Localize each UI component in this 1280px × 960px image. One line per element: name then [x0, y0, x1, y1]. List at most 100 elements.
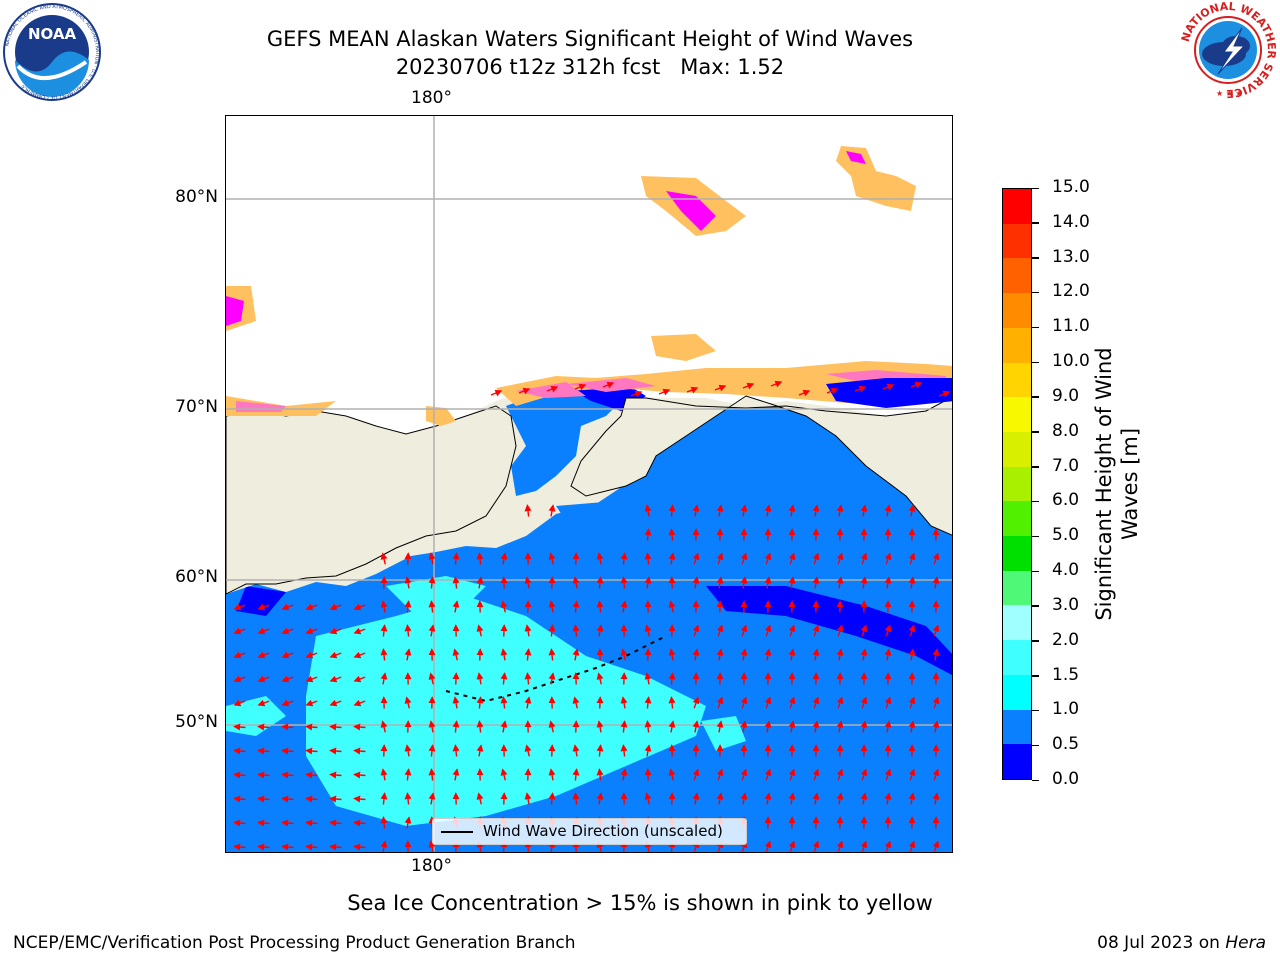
- wind-wave-arrow: [353, 675, 366, 683]
- wind-wave-arrow: [692, 648, 700, 661]
- wind-wave-arrow: [910, 381, 923, 389]
- wind-wave-arrow: [854, 385, 867, 393]
- wind-wave-arrow: [668, 552, 676, 565]
- wind-wave-arrow: [548, 504, 556, 517]
- wind-wave-arrow: [764, 840, 772, 852]
- wind-wave-arrow: [764, 552, 772, 565]
- wind-wave-arrow: [476, 672, 484, 685]
- wind-wave-arrow: [932, 696, 940, 709]
- wind-wave-arrow: [524, 792, 532, 805]
- wind-wave-arrow: [548, 552, 556, 565]
- wind-wave-arrow: [233, 627, 246, 635]
- wind-wave-arrow: [476, 552, 484, 565]
- map-canvas: [226, 116, 952, 852]
- wind-wave-arrow: [884, 768, 892, 781]
- wind-wave-arrow: [812, 696, 820, 709]
- wind-wave-arrow: [788, 576, 796, 589]
- wind-wave-arrow: [353, 627, 366, 635]
- wind-wave-arrow: [812, 576, 820, 589]
- wind-wave-arrow: [812, 840, 820, 852]
- wind-wave-arrow: [812, 720, 820, 733]
- wind-wave-arrow: [380, 720, 388, 733]
- wind-wave-arrow: [305, 843, 318, 851]
- wind-wave-arrow: [740, 792, 748, 805]
- wind-wave-arrow: [452, 600, 460, 613]
- wind-wave-arrow: [233, 843, 246, 851]
- colorbar-tick-mark: [1032, 744, 1039, 747]
- wind-wave-arrow: [452, 552, 460, 565]
- wind-wave-arrow: [812, 624, 820, 637]
- colorbar-tick-mark: [1032, 291, 1039, 294]
- colorbar-tick-mark: [1032, 570, 1039, 573]
- wind-wave-arrow: [884, 720, 892, 733]
- colorbar-cell: [1003, 605, 1031, 641]
- wind-wave-arrow: [644, 624, 652, 637]
- wind-wave-arrow: [908, 792, 916, 805]
- wind-wave-arrow: [716, 720, 724, 733]
- wind-wave-arrow: [305, 723, 318, 731]
- footer-credit: NCEP/EMC/Verification Post Processing Pr…: [13, 933, 576, 953]
- colorbar-tick-label: 0.5: [1052, 734, 1080, 755]
- wind-wave-arrow: [692, 720, 700, 733]
- wind-wave-arrow: [329, 771, 342, 779]
- wind-wave-arrows: [233, 380, 951, 852]
- wind-wave-arrow: [932, 624, 940, 637]
- wind-wave-arrow: [404, 576, 412, 589]
- colorbar-tick-label: 1.5: [1052, 664, 1080, 685]
- wind-wave-arrow: [596, 720, 604, 733]
- wind-wave-arrow: [764, 504, 772, 517]
- wind-wave-arrow: [716, 624, 724, 637]
- colorbar-cell: [1003, 362, 1031, 398]
- wind-wave-arrow: [884, 648, 892, 661]
- wind-wave-arrow: [281, 675, 294, 683]
- wind-wave-arrow: [860, 696, 868, 709]
- wind-wave-arrow: [668, 672, 676, 685]
- colorbar-tick-mark: [1032, 675, 1039, 677]
- wind-wave-arrow: [353, 723, 366, 731]
- colorbar-tick-label: 8.0: [1052, 420, 1080, 441]
- footer-host: Hera: [1225, 933, 1266, 953]
- wind-wave-arrow: [404, 648, 412, 661]
- wind-wave-arrow: [500, 648, 508, 661]
- colorbar-tick-mark: [1032, 187, 1039, 189]
- wind-wave-arrow: [500, 552, 508, 565]
- wind-wave-arrow: [233, 651, 246, 659]
- wind-wave-arrow: [428, 840, 436, 852]
- wind-wave-arrow: [476, 576, 484, 589]
- wind-wave-arrow: [305, 771, 318, 779]
- wind-wave-arrow: [500, 600, 508, 613]
- footer-date: 08 Jul 2023 on Hera: [1097, 933, 1266, 953]
- colorbar-tick-mark: [1032, 709, 1039, 712]
- wind-wave-arrow: [764, 576, 772, 589]
- wind-wave-arrow: [257, 603, 270, 611]
- wind-wave-arrow: [668, 696, 676, 709]
- colorbar-tick-mark: [1032, 466, 1039, 468]
- wind-wave-arrow: [500, 768, 508, 781]
- wind-wave-arrow: [329, 819, 342, 827]
- wind-wave-arrow: [596, 552, 604, 565]
- wind-wave-arrow: [524, 504, 532, 517]
- wind-wave-arrow: [836, 768, 844, 781]
- wind-wave-arrow: [740, 624, 748, 637]
- wind-wave-arrow: [574, 383, 587, 391]
- wind-wave-arrow: [233, 747, 246, 755]
- wind-wave-arrow: [380, 816, 388, 829]
- wind-wave-arrow: [490, 389, 503, 397]
- wind-wave-arrow: [620, 696, 628, 709]
- colorbar-cell: [1003, 466, 1031, 502]
- wind-wave-arrow: [546, 385, 559, 393]
- wind-wave-arrow: [353, 771, 366, 779]
- arctic-ocean: [226, 116, 952, 434]
- colorbar-tick-mark: [1032, 396, 1039, 398]
- wind-wave-arrow: [602, 381, 615, 389]
- wind-wave-arrow: [404, 744, 412, 757]
- wind-wave-arrow: [329, 795, 342, 803]
- wind-wave-arrow: [812, 552, 820, 565]
- wind-wave-arrow: [380, 672, 388, 685]
- wind-wave-arrow: [908, 576, 916, 589]
- wind-wave-arrow: [860, 792, 868, 805]
- wind-wave-arrow: [596, 576, 604, 589]
- wind-wave-arrow: [860, 648, 868, 661]
- wind-wave-arrow: [770, 380, 783, 388]
- colorbar-tick-label: 14.0: [1052, 211, 1090, 232]
